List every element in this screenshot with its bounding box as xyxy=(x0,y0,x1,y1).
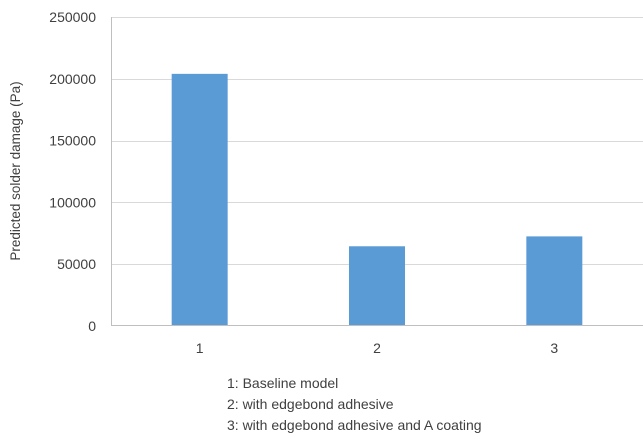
bar-3 xyxy=(526,236,583,326)
y-axis-title: Predicted solder damage (Pa) xyxy=(8,81,23,260)
y-tick-label: 100000 xyxy=(49,194,96,210)
bar-2 xyxy=(349,246,405,326)
note-2: 2: with edgebond adhesive xyxy=(227,396,394,412)
y-tick-label: 0 xyxy=(88,318,96,334)
x-tick-label: 3 xyxy=(550,340,558,356)
y-tick-label: 50000 xyxy=(57,256,96,272)
note-1: 1: Baseline model xyxy=(227,375,339,391)
y-tick-label: 150000 xyxy=(49,133,96,149)
y-tick-label: 200000 xyxy=(49,71,96,87)
x-tick-labels: 1 2 3 xyxy=(196,340,559,356)
category-notes: 1: Baseline model 2: with edgebond adhes… xyxy=(227,373,482,436)
bar-1 xyxy=(171,73,228,326)
bars xyxy=(171,73,583,326)
y-tick-label: 250000 xyxy=(49,9,96,25)
x-tick-label: 2 xyxy=(373,340,381,356)
x-tick-label: 1 xyxy=(196,340,204,356)
note-3: 3: with edgebond adhesive and A coating xyxy=(227,417,482,433)
y-tick-labels: 0 50000 100000 150000 200000 250000 xyxy=(49,9,96,334)
